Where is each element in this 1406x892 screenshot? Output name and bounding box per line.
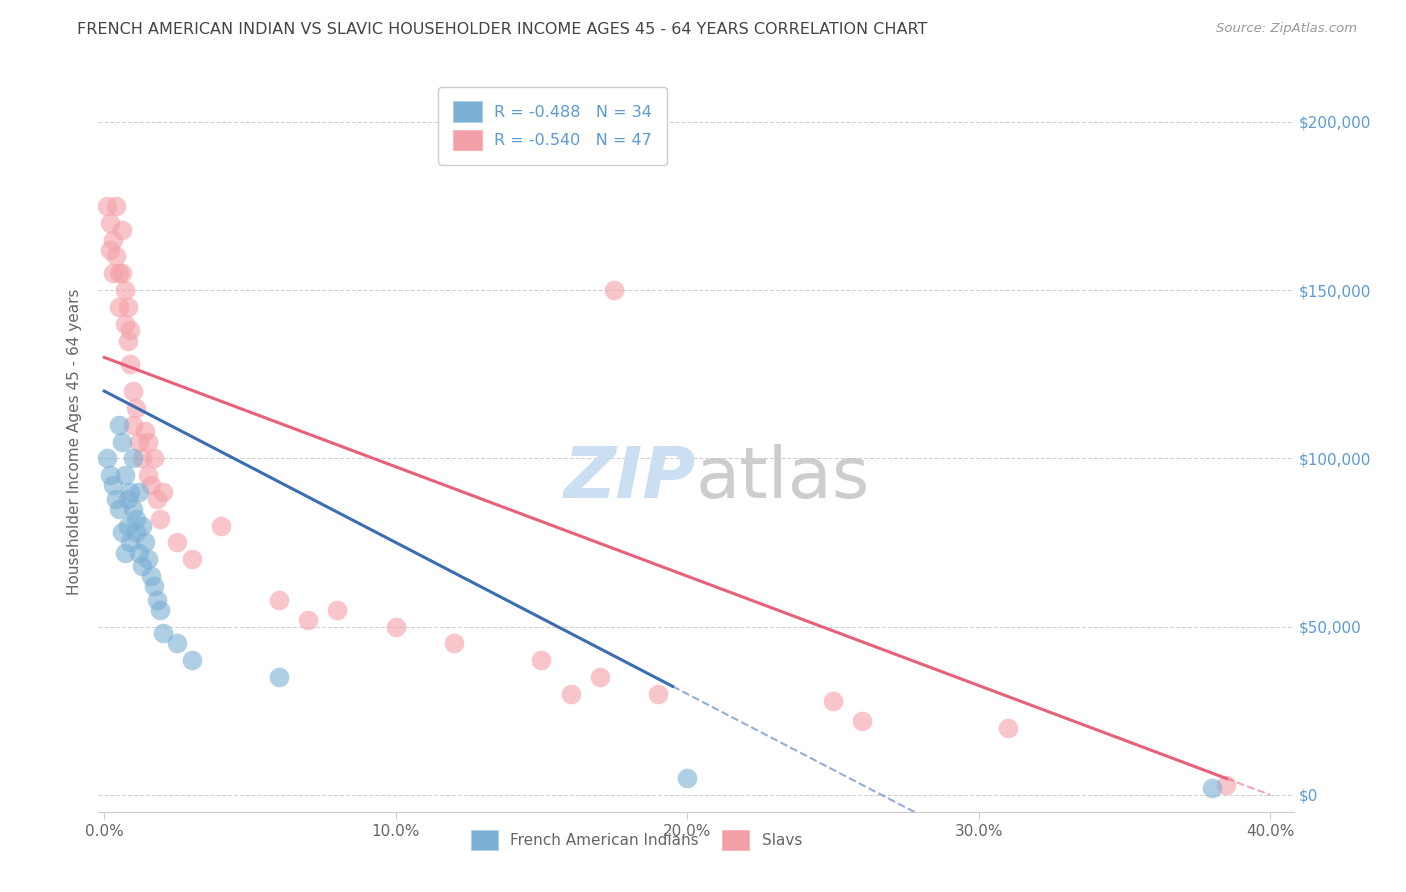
Point (139, 569, 162, 583)
Point (114, 546, 136, 560)
Text: atlas: atlas (696, 444, 870, 513)
Point (117, 491, 139, 506)
Point (114, 317, 136, 331)
Point (114, 468, 136, 483)
Point (104, 250, 127, 264)
Point (145, 491, 167, 506)
Point (96, 199, 118, 213)
Point (851, 714, 873, 728)
Point (443, 636, 465, 650)
Legend: French American Indians, Slavs: French American Indians, Slavs (463, 822, 810, 857)
Point (111, 222, 134, 236)
Point (101, 233, 124, 247)
Point (166, 535, 188, 549)
Point (1201, 781, 1223, 796)
Point (98, 468, 121, 483)
Point (108, 417, 131, 432)
Point (120, 324, 142, 338)
Point (997, 721, 1019, 735)
Point (136, 468, 159, 483)
Point (111, 525, 134, 540)
Point (122, 384, 145, 398)
Point (125, 512, 148, 526)
Point (101, 266, 124, 280)
Point (104, 491, 127, 506)
Point (96, 451, 118, 466)
Point (108, 266, 131, 280)
Point (122, 501, 145, 516)
Point (326, 603, 349, 617)
Point (603, 283, 626, 297)
Point (166, 636, 188, 650)
Point (120, 357, 142, 371)
Point (209, 518, 232, 533)
Text: ZIP: ZIP (564, 444, 696, 513)
Point (131, 518, 153, 533)
Point (111, 434, 134, 449)
Point (152, 626, 174, 640)
Point (122, 417, 145, 432)
Point (142, 579, 165, 593)
Point (128, 546, 150, 560)
Y-axis label: Householder Income Ages 45 - 64 years: Householder Income Ages 45 - 64 years (67, 288, 83, 595)
Point (131, 451, 153, 466)
Point (98, 243, 121, 257)
Point (149, 603, 172, 617)
Point (530, 653, 553, 667)
Point (131, 559, 153, 574)
Point (139, 478, 162, 492)
Point (117, 518, 139, 533)
Point (98, 216, 121, 230)
Point (101, 478, 124, 492)
Point (269, 592, 291, 607)
Point (647, 687, 669, 701)
Point (117, 300, 139, 314)
Text: Source: ZipAtlas.com: Source: ZipAtlas.com (1216, 22, 1357, 36)
Point (676, 771, 699, 785)
Point (152, 485, 174, 500)
Point (134, 535, 156, 549)
Point (120, 535, 142, 549)
Point (136, 552, 159, 566)
Point (142, 451, 165, 466)
Point (108, 501, 131, 516)
Point (589, 670, 612, 684)
Point (108, 300, 131, 314)
Point (180, 653, 202, 667)
Point (120, 485, 142, 500)
Text: FRENCH AMERICAN INDIAN VS SLAVIC HOUSEHOLDER INCOME AGES 45 - 64 YEARS CORRELATI: FRENCH AMERICAN INDIAN VS SLAVIC HOUSEHO… (77, 22, 928, 37)
Point (125, 525, 148, 540)
Point (269, 670, 291, 684)
Point (821, 694, 844, 708)
Point (128, 434, 150, 449)
Point (111, 266, 134, 280)
Point (104, 199, 127, 213)
Point (297, 613, 319, 627)
Point (122, 451, 145, 466)
Point (560, 687, 582, 701)
Point (149, 512, 172, 526)
Point (128, 485, 150, 500)
Point (136, 434, 159, 449)
Point (384, 620, 406, 634)
Point (117, 334, 139, 348)
Point (125, 401, 148, 415)
Point (1215, 778, 1237, 792)
Point (114, 283, 136, 297)
Point (180, 552, 202, 566)
Point (134, 425, 156, 439)
Point (145, 592, 167, 607)
